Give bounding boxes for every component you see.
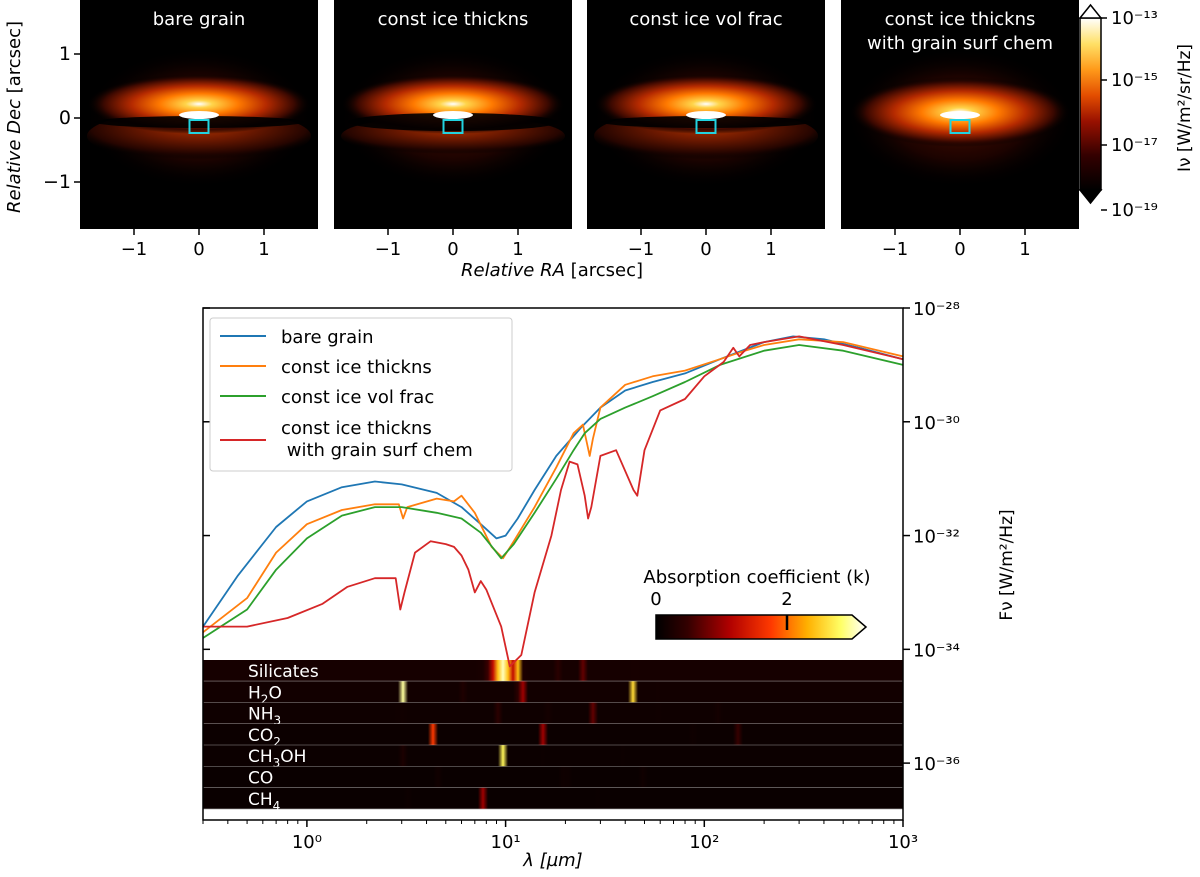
sed-curves [202, 335, 904, 668]
absorption-band-nh3 [203, 702, 903, 724]
band-label-co2: CO2 [248, 726, 281, 749]
panel-title: const ice vol frac [629, 9, 782, 30]
intensity-tick-m15: 10⁻¹⁵ [1111, 70, 1158, 91]
x-axis-label: λ [µm] [522, 850, 582, 871]
ra-tick-label: −1 [375, 239, 402, 260]
sed-curve-surf-chem [203, 335, 904, 668]
absorption-band-silicates [203, 660, 903, 682]
panel-dark-lane [348, 113, 558, 131]
band-label-ch3oh: CH3OH [248, 747, 306, 770]
ra-tick-label: 1 [512, 239, 523, 260]
dec-tick-label-m1: −1 [43, 171, 71, 193]
ra-tick-label: 1 [765, 239, 776, 260]
legend-label-thick: const ice thickns [281, 357, 432, 378]
panel-hot-core [686, 111, 726, 119]
x-tick-label: 10⁰ [292, 832, 322, 853]
panel-hot-core [940, 111, 980, 119]
legend: bare grain const ice thickns const ice v… [209, 317, 513, 472]
absorption-band-ch4 [203, 787, 903, 810]
legend-label-bare: bare grain [281, 327, 374, 348]
dec-axis: 1 0 −1 Relative Dec [arcsec] [4, 21, 71, 213]
intensity-colorbar: 10⁻¹³ 10⁻¹⁵ 10⁻¹⁷ 10⁻¹⁹ Iν [W/m²/sr/Hz] [1078, 3, 1195, 221]
x-tick-label: 10³ [888, 832, 918, 853]
absorption-colorbar: Absorption coefficient (k) 0 2 [643, 567, 871, 640]
band-label-h2o: H2O [248, 683, 282, 706]
ra-tick-label: −1 [628, 239, 655, 260]
dec-tick-label-1: 1 [59, 43, 71, 65]
x-tick-label: 10² [689, 832, 719, 853]
y-tick-label: 10⁻³⁰ [913, 413, 960, 434]
y-tick-label: 10⁻²⁸ [913, 299, 960, 320]
ra-tick-label: 1 [258, 239, 269, 260]
image-panel-2: const ice thickns −1 0 1 [334, 0, 572, 260]
band-label-silicates: Silicates [248, 662, 319, 682]
sed-curve-bare-grain [202, 335, 904, 628]
absorption-tick-0: 0 [650, 589, 661, 610]
panel-title: const ice thickns [378, 9, 529, 30]
absorption-colorbar-title: Absorption coefficient (k) [643, 567, 870, 588]
intensity-tick-m17: 10⁻¹⁷ [1111, 135, 1158, 156]
ra-tick-label: 0 [193, 239, 204, 260]
ra-axis-label: Relative RA [arcsec] [461, 260, 643, 281]
panel-title: with grain surf chem [867, 33, 1053, 54]
dec-tick-label-0: 0 [59, 107, 71, 129]
intensity-colorbar-bottom-arrow [1078, 189, 1103, 205]
intensity-colorbar-top-arrow [1078, 3, 1103, 19]
panel-dark-lane [601, 116, 811, 128]
panel-hot-core [179, 111, 219, 119]
aperture-box [695, 119, 717, 134]
y-axis-label: Fν [W/m²/Hz] [997, 509, 1017, 620]
intensity-colorbar-bar [1079, 17, 1102, 191]
band-label-co: CO [248, 769, 273, 789]
absorption-band-co2 [203, 723, 903, 746]
absorption-colorbar-bar [655, 614, 868, 640]
panel-dark-lane [94, 116, 304, 128]
band-label-nh3: NH3 [248, 705, 281, 728]
legend-box [209, 317, 513, 472]
panel-title: const ice thickns [885, 9, 1036, 30]
y-tick-label: 10⁻³² [913, 527, 960, 548]
absorption-band-h2o [203, 681, 903, 703]
spectrum-axes: 10⁰ 10¹ 10² 10³ 10⁻²⁸ 10⁻³⁰ 10⁻³² 10⁻³⁴ 10⁻³⁶ [202, 299, 960, 853]
panel-hot-core [433, 111, 473, 119]
legend-label-surfchem: const ice thickns with grain surf chem [281, 418, 473, 461]
band-label-ch4: CH4 [248, 790, 280, 813]
absorption-band-ch3oh [203, 745, 903, 767]
intensity-tick-m19: 10⁻¹⁹ [1111, 200, 1158, 221]
panel-title: bare grain [153, 9, 246, 30]
image-panel-3: const ice vol frac −1 0 1 [587, 0, 825, 260]
ra-tick-label: −1 [882, 239, 909, 260]
sed-curve-const-ice-thickns [202, 338, 904, 634]
legend-label-volfrac: const ice vol frac [281, 387, 434, 408]
intensity-tick-m13: 10⁻¹³ [1111, 8, 1158, 29]
ra-tick-label: 0 [700, 239, 711, 260]
image-panel-4: const ice thickns with grain surf chem −1 0… [841, 0, 1079, 260]
dec-axis-label: Relative Dec [arcsec] [4, 21, 25, 213]
aperture-box [442, 119, 464, 134]
ra-tick-label: 0 [447, 239, 458, 260]
y-tick-label: 10⁻³⁶ [913, 754, 960, 775]
aperture-box [949, 119, 971, 134]
x-tick-label: 10¹ [491, 832, 521, 853]
ra-tick-label: 0 [954, 239, 965, 260]
aperture-box [188, 119, 210, 134]
absorption-band-co [203, 766, 903, 788]
ra-tick-label: −1 [121, 239, 148, 260]
intensity-colorbar-label: Iν [W/m²/sr/Hz] [1175, 44, 1195, 172]
absorption-tick-2: 2 [781, 589, 792, 610]
ra-tick-label: 1 [1019, 239, 1030, 260]
y-tick-label: 10⁻³⁴ [913, 640, 960, 661]
image-panel-1: bare grain −1 0 1 [74, 0, 318, 260]
